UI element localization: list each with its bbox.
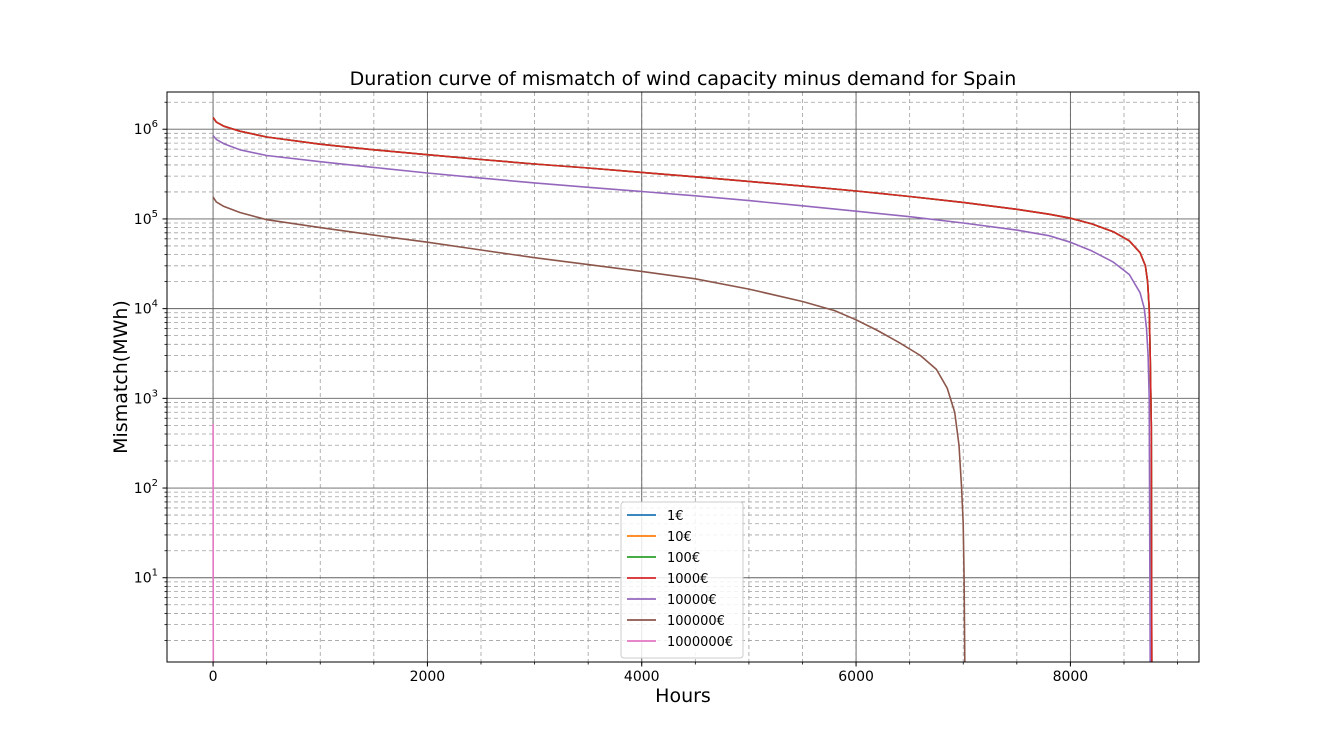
x-tick-label: 6000 — [838, 669, 874, 685]
y-tick-label: 106 — [134, 119, 158, 138]
x-tick-label: 2000 — [410, 669, 446, 685]
y-tick-label: 103 — [134, 388, 158, 407]
y-tick-label: 105 — [134, 209, 158, 228]
y-tick-label: 101 — [134, 568, 158, 587]
minor-grid — [167, 92, 1199, 662]
series-line — [212, 196, 966, 663]
legend-entry: 10000€ — [667, 593, 717, 608]
legend: 1€ 10€ 100€ 1000€ 10000€ 100000€ 1000000€ — [620, 501, 744, 659]
x-axis: 0 2000 4000 6000 8000 — [209, 662, 1178, 685]
x-axis-label: Hours — [655, 685, 711, 707]
legend-entry: 10€ — [667, 530, 692, 545]
legend-entry: 1000000€ — [667, 635, 733, 650]
y-axis: 101 102 103 104 105 106 — [134, 101, 167, 641]
x-tick-label: 0 — [209, 669, 218, 685]
legend-box — [620, 501, 744, 659]
legend-entry: 1000€ — [667, 572, 708, 587]
y-tick-label: 102 — [134, 478, 158, 497]
major-grid — [167, 92, 1199, 662]
series-lines — [212, 117, 1153, 663]
chart-title: Duration curve of mismatch of wind capac… — [350, 68, 1017, 90]
y-tick-label: 104 — [134, 299, 158, 318]
x-tick-label: 4000 — [624, 669, 660, 685]
plot-area — [166, 91, 1200, 663]
x-tick-label: 8000 — [1053, 669, 1089, 685]
series-line — [212, 117, 1153, 663]
series-line — [212, 135, 1151, 663]
y-axis-label: Mismatch(MWh) — [110, 300, 132, 454]
plot-frame — [166, 91, 1200, 663]
legend-entry: 100000€ — [667, 614, 725, 629]
legend-entry: 100€ — [667, 551, 700, 566]
legend-entry: 1€ — [667, 509, 684, 524]
